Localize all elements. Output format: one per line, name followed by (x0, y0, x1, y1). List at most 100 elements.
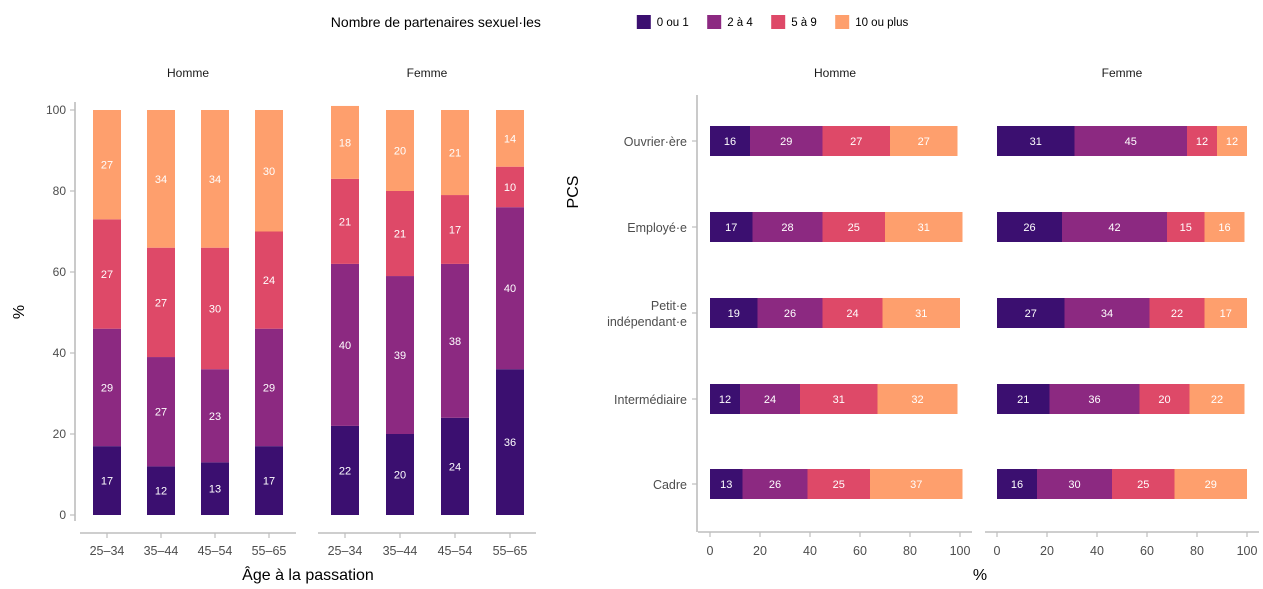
data-label: 20 (394, 470, 406, 482)
bar-segment (93, 110, 121, 220)
data-label: 45 (1125, 136, 1137, 148)
data-label: 29 (780, 136, 792, 148)
x-tick-label: 0 (707, 544, 714, 558)
data-label: 39 (394, 350, 406, 362)
data-label: 27 (155, 407, 167, 419)
data-label: 29 (101, 382, 113, 394)
bar-segment (255, 328, 283, 447)
x-tick-label: 60 (853, 544, 867, 558)
x-tick-label: 100 (1237, 544, 1258, 558)
y-tick-label: 60 (53, 265, 67, 279)
legend-label: 5 à 9 (791, 17, 817, 29)
x-tick-label: 40 (803, 544, 817, 558)
bar-segment (201, 462, 229, 515)
x-tick-label: 25–34 (328, 544, 363, 558)
bar-segment (386, 110, 414, 191)
data-label: 20 (1158, 394, 1170, 406)
category-label: indépendant·e (607, 315, 687, 329)
bar-segment (877, 384, 958, 414)
bar-segment (1187, 126, 1217, 156)
legend-swatch (835, 15, 850, 29)
data-label: 36 (1088, 394, 1100, 406)
facet-strip-label: Femme (1102, 66, 1143, 80)
bar-segment (750, 126, 823, 156)
data-label: 12 (155, 486, 167, 498)
bar-segment (441, 263, 469, 418)
data-label: 13 (720, 479, 732, 491)
data-label: 31 (915, 308, 927, 320)
bar-segment (496, 166, 524, 208)
bar-segment (1112, 469, 1175, 499)
data-label: 27 (101, 160, 113, 172)
bar-segment (1074, 126, 1187, 156)
bar-segment (201, 369, 229, 463)
x-tick-label: 25–34 (90, 544, 125, 558)
data-label: 37 (910, 479, 922, 491)
data-label: 27 (918, 136, 930, 148)
data-label: 13 (209, 484, 221, 496)
bar-segment (710, 469, 743, 499)
y-tick-label: 20 (53, 427, 67, 441)
data-label: 27 (850, 136, 862, 148)
bar-segment (1149, 298, 1205, 328)
bar-segment (822, 298, 883, 328)
bar-segment (386, 276, 414, 434)
data-label: 21 (449, 148, 461, 160)
data-label: 27 (1025, 308, 1037, 320)
bar-segment (93, 219, 121, 329)
bar-segment (710, 384, 740, 414)
x-tick-label: 35–44 (144, 544, 179, 558)
bar-segment (882, 298, 960, 328)
data-label: 40 (339, 340, 351, 352)
bar-segment (496, 110, 524, 167)
bar-segment (201, 247, 229, 370)
data-label: 26 (784, 308, 796, 320)
data-label: 34 (209, 174, 221, 186)
bar-segment (740, 384, 800, 414)
x-axis-title: Âge à la passation (242, 565, 374, 584)
bar-segment (1064, 298, 1150, 328)
data-label: 21 (1017, 394, 1029, 406)
category-label: Petit·e (651, 299, 687, 313)
y-axis-title: PCS (565, 176, 582, 209)
bar-segment (710, 212, 753, 242)
data-label: 25 (848, 222, 860, 234)
data-label: 24 (846, 308, 858, 320)
bar-segment (807, 469, 870, 499)
bar-segment (1167, 212, 1205, 242)
x-tick-label: 45–54 (438, 544, 473, 558)
bar-segment (201, 110, 229, 248)
bar-segment (1189, 384, 1245, 414)
data-label: 31 (918, 222, 930, 234)
data-label: 31 (833, 394, 845, 406)
legend-label: 10 ou plus (855, 17, 908, 29)
bar-segment (93, 328, 121, 447)
x-tick-label: 0 (994, 544, 1001, 558)
data-label: 24 (449, 461, 461, 473)
data-label: 26 (1023, 222, 1035, 234)
bar-segment (710, 298, 758, 328)
x-axis-title: % (973, 567, 987, 584)
x-tick-label: 80 (903, 544, 917, 558)
bar-segment (1217, 126, 1247, 156)
x-tick-label: 55–65 (252, 544, 287, 558)
bar-segment (997, 469, 1037, 499)
data-label: 17 (263, 476, 275, 488)
data-label: 12 (1196, 136, 1208, 148)
y-axis-title: % (11, 305, 28, 319)
facet-strip-label: Femme (407, 66, 448, 80)
data-label: 28 (781, 222, 793, 234)
data-label: 30 (1068, 479, 1080, 491)
data-label: 17 (101, 476, 113, 488)
data-label: 36 (504, 437, 516, 449)
data-label: 12 (1226, 136, 1238, 148)
legend-title: Nombre de partenaires sexuel·les (331, 14, 541, 30)
bar-segment (890, 126, 958, 156)
x-tick-label: 35–44 (383, 544, 418, 558)
data-label: 38 (449, 336, 461, 348)
data-label: 30 (209, 303, 221, 315)
x-tick-label: 40 (1090, 544, 1104, 558)
data-label: 18 (339, 137, 351, 149)
